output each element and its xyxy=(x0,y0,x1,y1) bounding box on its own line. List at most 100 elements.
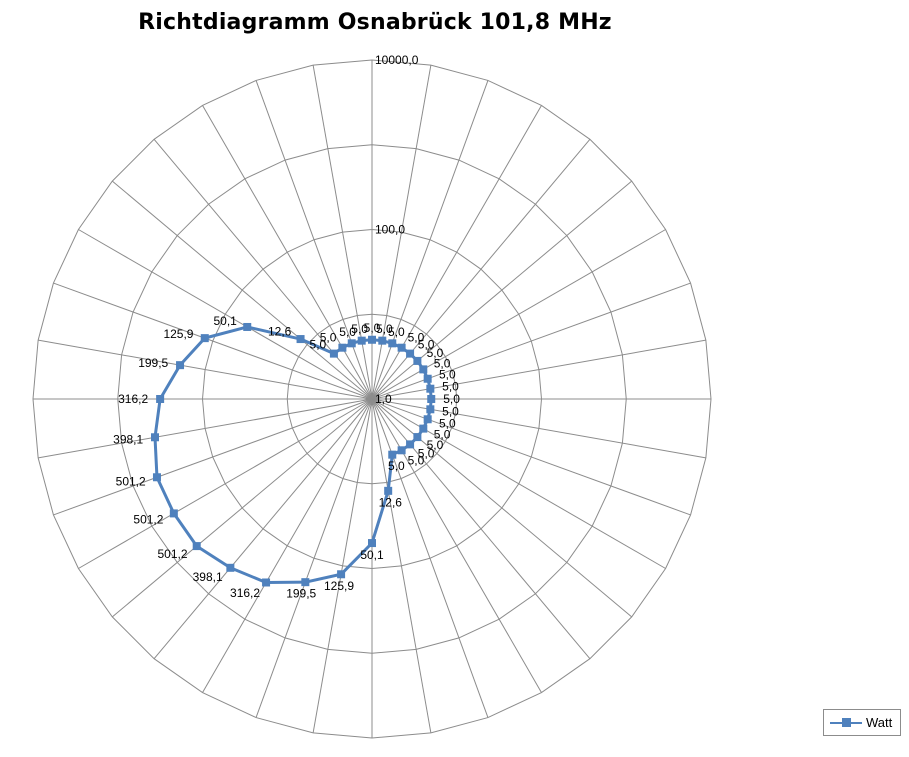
spoke-4 xyxy=(371,138,591,400)
data-label: 5,0 xyxy=(376,322,393,336)
chart-title: Richtdiagramm Osnabrück 101,8 MHz xyxy=(138,10,612,35)
data-label: 5,0 xyxy=(427,438,444,452)
data-point-marker xyxy=(427,395,436,403)
data-label: 125,9 xyxy=(163,327,193,341)
data-label: 50,1 xyxy=(213,314,237,328)
data-point-marker xyxy=(156,395,165,403)
data-label: 501,2 xyxy=(157,547,187,561)
data-label: 5,0 xyxy=(434,428,451,442)
data-point-marker xyxy=(301,578,310,587)
data-label: 12,6 xyxy=(268,324,292,338)
data-point-marker xyxy=(426,384,435,393)
data-point-marker xyxy=(329,349,338,358)
spoke-28 xyxy=(38,339,373,400)
data-point-marker xyxy=(357,336,366,345)
data-point-marker xyxy=(226,563,235,572)
data-point-marker xyxy=(347,339,356,348)
data-point-marker xyxy=(423,374,432,383)
data-label: 125,9 xyxy=(324,579,354,593)
data-label: 5,0 xyxy=(351,322,368,336)
data-label: 50,1 xyxy=(360,548,384,562)
data-label: 5,0 xyxy=(418,447,435,461)
data-label: 5,0 xyxy=(388,459,405,473)
legend-label: Watt xyxy=(866,715,893,730)
data-label: 5,0 xyxy=(442,380,459,394)
data-point-marker xyxy=(262,578,271,587)
data-label: 5,0 xyxy=(408,330,425,344)
data-point-marker xyxy=(406,440,415,449)
data-label: 5,0 xyxy=(339,325,356,339)
data-label: 5,0 xyxy=(408,454,425,468)
data-label: 5,0 xyxy=(442,404,459,418)
data-point-marker xyxy=(388,450,397,459)
data-point-marker xyxy=(368,539,376,548)
data-label: 5,0 xyxy=(443,392,460,406)
data-point-marker xyxy=(176,361,185,370)
data-label: 5,0 xyxy=(310,337,327,351)
axis-tick-label: 10000,0 xyxy=(375,53,419,67)
spoke-29 xyxy=(53,282,373,400)
spoke-23 xyxy=(111,398,373,618)
data-point-marker xyxy=(413,356,422,365)
spoke-31 xyxy=(111,180,373,400)
spoke-32 xyxy=(153,138,373,400)
data-label: 316,2 xyxy=(230,586,260,600)
legend-swatch xyxy=(830,717,862,728)
spoke-25 xyxy=(53,398,373,516)
spoke-19 xyxy=(312,398,373,733)
data-point-marker xyxy=(413,433,422,442)
axis-tick-label: 1,0 xyxy=(375,392,392,406)
data-label: 316,2 xyxy=(118,392,148,406)
data-label: 5,0 xyxy=(434,356,451,370)
data-label: 5,0 xyxy=(439,416,456,430)
data-label: 5,0 xyxy=(418,337,435,351)
data-label: 5,0 xyxy=(320,330,337,344)
spoke-21 xyxy=(202,398,373,693)
spoke-24 xyxy=(78,398,373,569)
data-point-marker xyxy=(243,322,252,331)
data-label: 199,5 xyxy=(286,586,316,600)
spoke-22 xyxy=(153,398,373,660)
data-point-marker xyxy=(426,405,435,414)
data-point-marker xyxy=(200,334,209,343)
data-label: 398,1 xyxy=(193,570,223,584)
data-point-marker xyxy=(378,336,387,345)
data-label: 5,0 xyxy=(364,321,381,335)
data-label: 501,2 xyxy=(116,474,146,488)
data-point-marker xyxy=(338,343,347,352)
data-point-marker xyxy=(368,335,376,344)
data-label: 501,2 xyxy=(133,512,163,526)
spoke-5 xyxy=(371,180,633,400)
data-label: 5,0 xyxy=(427,346,444,360)
data-point-marker xyxy=(337,570,346,579)
data-labels: 5,05,05,0 5,05,05,05,05,05,05,05,05,05,05… xyxy=(113,314,460,600)
data-label: 5,0 xyxy=(388,325,405,339)
data-label: 12,6 xyxy=(379,496,403,510)
legend: Watt xyxy=(823,709,901,736)
data-point-marker xyxy=(169,509,178,518)
data-point-marker xyxy=(397,446,406,455)
data-point-marker xyxy=(151,433,159,442)
data-point-marker xyxy=(419,365,428,374)
data-point-marker xyxy=(192,542,201,551)
data-point-marker xyxy=(397,343,406,352)
spoke-14 xyxy=(371,398,591,660)
series-watt xyxy=(151,322,436,587)
data-label: 5,0 xyxy=(439,368,456,382)
data-point-marker xyxy=(384,486,393,495)
radial-tick-labels: 1,0 100,0 10000,0 xyxy=(375,53,419,406)
data-point-marker xyxy=(419,424,428,433)
data-point-marker xyxy=(406,349,415,358)
data-point-marker xyxy=(296,335,305,344)
spoke-17 xyxy=(371,398,432,733)
data-label: 398,1 xyxy=(113,432,143,446)
data-point-marker xyxy=(152,473,161,482)
spoke-13 xyxy=(371,398,633,618)
spoke-20 xyxy=(255,398,373,718)
axis-tick-label: 100,0 xyxy=(375,223,405,237)
data-label: 199,5 xyxy=(138,356,168,370)
spoke-26 xyxy=(38,398,373,459)
data-point-marker xyxy=(423,415,432,424)
data-point-marker xyxy=(388,339,397,348)
